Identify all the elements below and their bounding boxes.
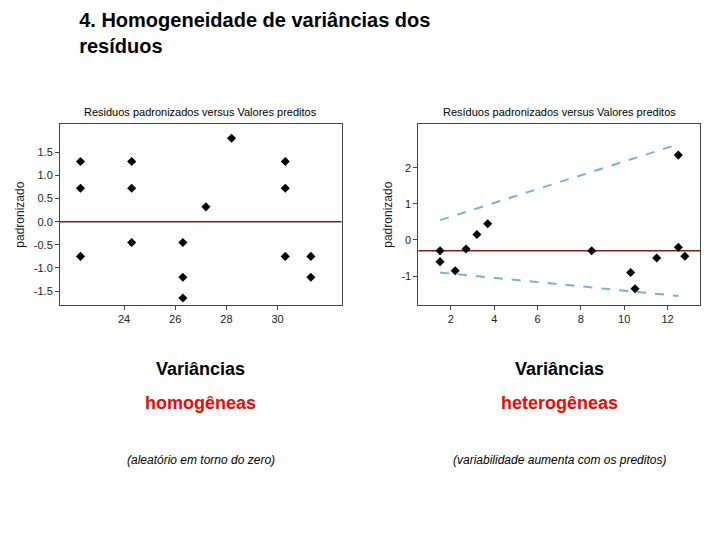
svg-text:24: 24 xyxy=(118,313,130,325)
svg-text:1.5: 1.5 xyxy=(38,146,53,158)
svg-text:4: 4 xyxy=(491,313,497,325)
svg-text:padronizado: padronizado xyxy=(13,181,27,247)
svg-text:10: 10 xyxy=(618,313,630,325)
svg-text:2: 2 xyxy=(405,162,411,174)
svg-text:Variâncias: Variâncias xyxy=(515,359,604,379)
svg-text:0: 0 xyxy=(405,234,411,246)
svg-text:Variâncias: Variâncias xyxy=(156,359,245,379)
svg-text:-1.0: -1.0 xyxy=(34,262,53,274)
svg-text:(variabilidade aumenta com os: (variabilidade aumenta com os preditos) xyxy=(453,453,666,467)
svg-text:1: 1 xyxy=(405,198,411,210)
svg-text:Resíduos padronizados versus V: Resíduos padronizados versus Valores pre… xyxy=(443,106,676,118)
svg-text:8: 8 xyxy=(578,313,584,325)
svg-text:28: 28 xyxy=(220,313,232,325)
svg-text:6: 6 xyxy=(534,313,540,325)
svg-text:12: 12 xyxy=(661,313,673,325)
svg-text:30: 30 xyxy=(271,313,283,325)
svg-text:2: 2 xyxy=(448,313,454,325)
svg-text:0.0: 0.0 xyxy=(38,216,53,228)
svg-text:0.5: 0.5 xyxy=(38,192,53,204)
svg-text:padronizado: padronizado xyxy=(381,181,395,247)
svg-text:-1.5: -1.5 xyxy=(34,285,53,297)
svg-text:(aleatório em torno do zero): (aleatório em torno do zero) xyxy=(127,453,275,467)
svg-text:-1: -1 xyxy=(401,270,411,282)
svg-text:1.0: 1.0 xyxy=(38,169,53,181)
svg-text:homogêneas: homogêneas xyxy=(145,393,256,413)
svg-text:-0.5: -0.5 xyxy=(34,239,53,251)
svg-text:26: 26 xyxy=(169,313,181,325)
svg-text:heterogêneas: heterogêneas xyxy=(501,393,618,413)
svg-text:4. Homogeneidade de variâncias: 4. Homogeneidade de variâncias dosresídu… xyxy=(79,9,430,57)
svg-text:Residuos padronizados versus V: Residuos padronizados versus Valores pre… xyxy=(84,106,317,118)
